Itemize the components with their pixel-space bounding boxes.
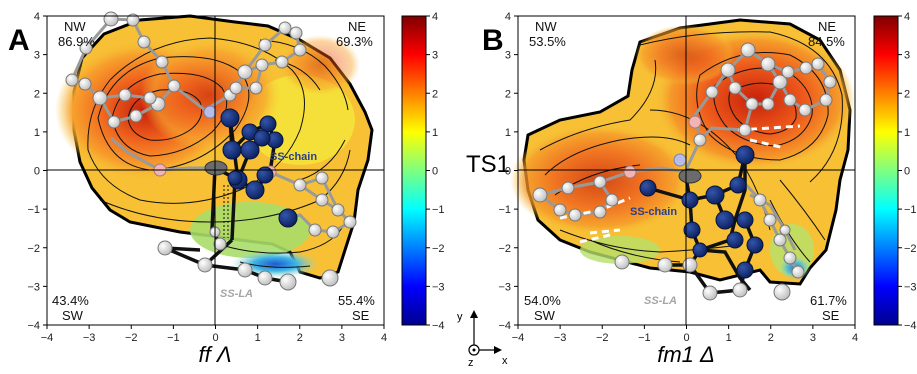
panel-b-se-value: 61.7% bbox=[810, 293, 847, 308]
panel-a-colorbar-tick-label: 0 bbox=[432, 166, 438, 178]
panel-b-ne-label: NE bbox=[818, 19, 836, 34]
panel-a-label: A bbox=[8, 24, 30, 57]
panel-a-colorbar-tick-label: −2 bbox=[432, 243, 445, 255]
panel-b-x-tick-label: 1 bbox=[726, 332, 732, 344]
axes-legend: y x z bbox=[457, 310, 508, 369]
panel-b-colorbar-tick-label: −1 bbox=[904, 204, 917, 216]
panel-b-chain-label: SS-chain bbox=[630, 206, 677, 218]
panel-b-y-tick-label: −2 bbox=[498, 243, 511, 255]
panel-b-y-tick-label: −3 bbox=[498, 281, 511, 293]
panel-a-x-tick-label: −2 bbox=[125, 332, 138, 344]
panel-b-colorbar-tick-label: 3 bbox=[904, 50, 910, 62]
panel-a-y-tick-label: −3 bbox=[27, 281, 40, 293]
panel-a-colorbar-tick-label: −1 bbox=[432, 204, 445, 216]
panel-a-colorbar-tick-label: 3 bbox=[432, 50, 438, 62]
panel-a-x-tick-label: −1 bbox=[167, 332, 180, 344]
panel-a-x-tick-label: 4 bbox=[381, 332, 387, 344]
axes-legend-x: x bbox=[502, 355, 508, 367]
axes-legend-z: z bbox=[468, 357, 474, 369]
panel-b-x-tick-label: −1 bbox=[638, 332, 651, 344]
panel-b-y-tick-label: 0 bbox=[505, 166, 511, 178]
panel-a-y-tick-label: 4 bbox=[34, 11, 40, 23]
panel-b-x-tick-label: −3 bbox=[554, 332, 567, 344]
panel-b-colorbar bbox=[873, 15, 899, 326]
panel-b-y-ticks: 4 3 2 1 0 −1 −2 −3 −4 bbox=[498, 11, 518, 332]
panel-b-sw-value: 54.0% bbox=[524, 293, 561, 308]
panel-a-la-label: SS-LA bbox=[220, 288, 253, 300]
panel-a-x-ticks: −4 −3 −2 −1 0 1 2 3 4 bbox=[41, 325, 387, 344]
panel-b-y-tick-label: 2 bbox=[505, 88, 511, 100]
axes-legend-y: y bbox=[457, 311, 463, 323]
panel-a-colorbar bbox=[401, 15, 427, 326]
panel-a-x-tick-label: −4 bbox=[41, 332, 54, 344]
panel-a-y-tick-label: −4 bbox=[27, 320, 40, 332]
panel-a-y-tick-label: 3 bbox=[34, 50, 40, 62]
panel-b-x-tick-label: 3 bbox=[810, 332, 816, 344]
panel-a-x-tick-label: 3 bbox=[339, 332, 345, 344]
panel-a-y-tick-label: −2 bbox=[27, 243, 40, 255]
panel-b-nw-value: 53.5% bbox=[529, 34, 566, 49]
panel-b-y-tick-label: −1 bbox=[498, 204, 511, 216]
panel-a-x-tick-label: 2 bbox=[297, 332, 303, 344]
panel-b-x-tick-label: −4 bbox=[512, 332, 525, 344]
panel-a-surface bbox=[55, 14, 374, 280]
panel-a-x-tick-label: −3 bbox=[83, 332, 96, 344]
panel-a-ne-value: 69.3% bbox=[336, 34, 373, 49]
panel-b: SS-chain SS-LA −4 −3 −2 −1 0 1 2 3 4 4 3 2 1 0 −1 −2 −3… bbox=[482, 11, 917, 367]
panel-a-y-tick-label: 1 bbox=[34, 127, 40, 139]
panel-a-se-value: 55.4% bbox=[338, 293, 375, 308]
panel-b-y-tick-label: 1 bbox=[505, 127, 511, 139]
panel-b-surface bbox=[510, 18, 855, 286]
panel-a-colorbar-ticks: 4 3 2 1 0 −1 −2 −3 −4 bbox=[426, 11, 445, 332]
panel-a-colorbar-tick-label: −4 bbox=[432, 320, 445, 332]
panel-b-y-tick-label: −4 bbox=[498, 320, 511, 332]
panel-a-chain-label: SS-chain bbox=[270, 151, 317, 163]
panel-b-se-label: SE bbox=[822, 308, 840, 323]
panel-b-colorbar-ticks: 4 3 2 1 0 −1 −2 −3 −4 bbox=[898, 11, 917, 332]
panel-b-colorbar-tick-label: 0 bbox=[904, 166, 910, 178]
panel-b-x-tick-label: 2 bbox=[768, 332, 774, 344]
panel-b-sw-label: SW bbox=[534, 308, 556, 323]
panel-a-x-tick-label: 1 bbox=[255, 332, 261, 344]
panel-a-colorbar-tick-label: 2 bbox=[432, 88, 438, 100]
panel-a: SS-chain SS-LA −4 −3 −2 −1 0 1 2 3 4 4 3 2 1 0 −1 −2 −3… bbox=[8, 11, 445, 367]
panel-b-colorbar-tick-label: −2 bbox=[904, 243, 917, 255]
panel-a-y-tick-label: 2 bbox=[34, 88, 40, 100]
panel-b-nw-label: NW bbox=[535, 19, 557, 34]
panel-a-se-label: SE bbox=[352, 308, 370, 323]
panel-b-ne-value: 84.5% bbox=[808, 34, 845, 49]
panel-b-y-tick-label: 4 bbox=[505, 11, 511, 23]
panel-a-sw-label: SW bbox=[62, 308, 84, 323]
panel-a-xlabel: ff Λ bbox=[198, 342, 231, 367]
panel-a-y-tick-label: −1 bbox=[27, 204, 40, 216]
panel-a-y-tick-label: 0 bbox=[34, 166, 40, 178]
panel-a-ne-label: NE bbox=[348, 19, 366, 34]
panel-a-nw-value: 86.9% bbox=[58, 34, 95, 49]
panel-b-colorbar-tick-label: 4 bbox=[904, 11, 910, 23]
panel-a-y-ticks: 4 3 2 1 0 −1 −2 −3 −4 bbox=[27, 11, 47, 332]
panel-b-colorbar-tick-label: −3 bbox=[904, 281, 917, 293]
panel-a-sw-value: 43.4% bbox=[52, 293, 89, 308]
panel-a-colorbar-tick-label: 4 bbox=[432, 11, 438, 23]
panel-b-la-label: SS-LA bbox=[644, 295, 677, 307]
panel-b-label: B bbox=[482, 24, 504, 57]
panel-b-y-tick-label: 3 bbox=[505, 50, 511, 62]
panel-b-x-tick-label: −2 bbox=[596, 332, 609, 344]
panel-b-colorbar-tick-label: 2 bbox=[904, 88, 910, 100]
panel-b-x-tick-label: 4 bbox=[852, 332, 858, 344]
panel-b-x-tick-label: 0 bbox=[683, 332, 689, 344]
panel-a-x-tick-label: 0 bbox=[212, 332, 218, 344]
panel-b-xlabel: fm1 Δ bbox=[657, 342, 715, 367]
panel-a-colorbar-tick-label: −3 bbox=[432, 281, 445, 293]
panel-b-colorbar-tick-label: 1 bbox=[904, 127, 910, 139]
panel-a-colorbar-tick-label: 1 bbox=[432, 127, 438, 139]
panel-b-molecule: SS-chain SS-LA bbox=[532, 42, 837, 307]
ts1-label: TS1 bbox=[466, 151, 510, 178]
panel-b-colorbar-tick-label: −4 bbox=[904, 320, 917, 332]
panel-b-x-ticks: −4 −3 −2 −1 0 1 2 3 4 bbox=[512, 325, 858, 344]
panel-a-nw-label: NW bbox=[64, 19, 86, 34]
